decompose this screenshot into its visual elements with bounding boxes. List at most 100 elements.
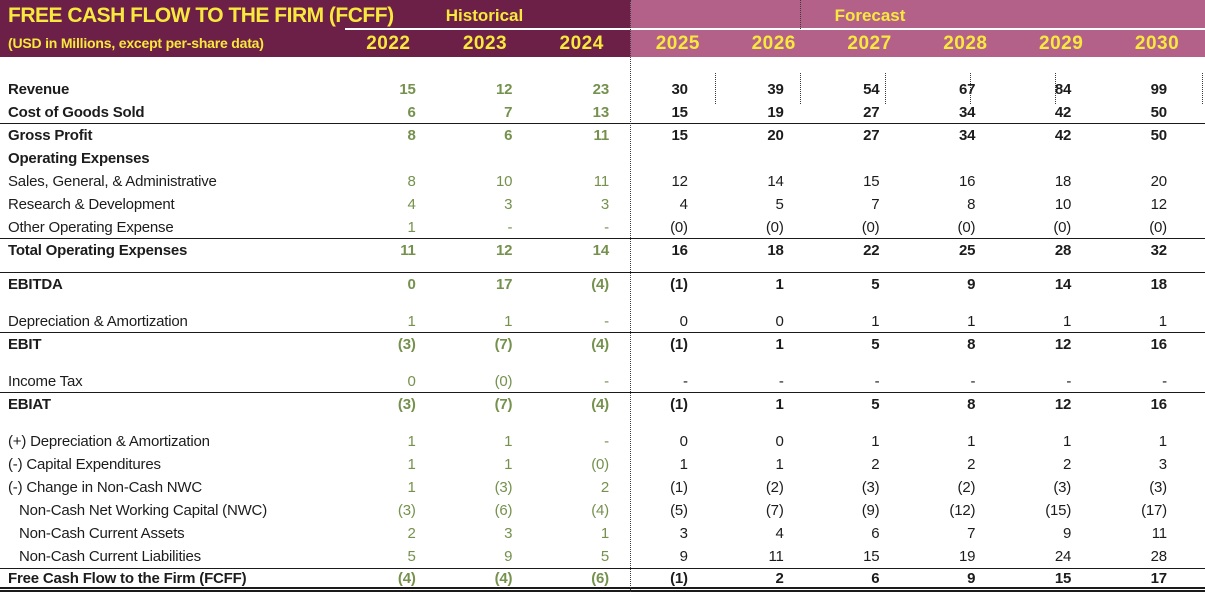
page-break-tick <box>800 73 801 104</box>
value-cell-2025: 30 <box>671 81 688 98</box>
value-cell-2028: - <box>970 372 976 390</box>
value-cell-2024: 13 <box>592 103 609 121</box>
row-non-cash-current-assets: Non-Cash Current Assets 2 3 1 3 4 6 7 9 11 <box>0 522 1205 545</box>
row-label: Total Operating Expenses <box>8 242 188 259</box>
row-label: Research & Development <box>8 196 175 213</box>
value-cell-2022: 8 <box>407 127 416 144</box>
row-depreciation-amortization: (+) Depreciation & Amortization 1 1 - 0 0 1 1 1 1 <box>0 430 1205 453</box>
value-cell-2030: 99 <box>1150 81 1167 98</box>
value-cell-2029: 84 <box>1054 81 1072 98</box>
value-cell-2025: 0 <box>679 312 688 330</box>
value-cell-2025: 15 <box>671 103 688 121</box>
row-label: EBIAT <box>8 396 51 413</box>
value-cell-2030: 32 <box>1150 242 1167 259</box>
value-cell-2027: 22 <box>863 242 880 259</box>
value-cell-2027: 5 <box>871 336 880 353</box>
value-cell-2023: 9 <box>504 548 513 565</box>
value-cell-2027: 5 <box>871 276 880 293</box>
value-cell-2027: 7 <box>871 196 880 213</box>
row-label: Sales, General, & Administrative <box>8 173 217 190</box>
value-cell-2022: 11 <box>400 242 416 259</box>
value-cell-2030: 12 <box>1150 196 1167 213</box>
value-cell-2025: 12 <box>671 173 688 190</box>
spacer-row <box>0 296 1205 310</box>
value-cell-2023: (3) <box>494 479 513 496</box>
value-cell-2029: 12 <box>1054 336 1072 353</box>
spacer-row <box>0 262 1205 273</box>
value-cell-2028: 1 <box>967 312 976 330</box>
value-cell-2027: 27 <box>863 103 880 121</box>
value-cell-2030: 20 <box>1150 173 1167 190</box>
value-cell-2022: 1 <box>407 479 416 496</box>
row-label: Income Tax <box>8 372 83 390</box>
value-cell-2025: 1 <box>679 456 688 473</box>
page-break-tick <box>800 0 801 29</box>
row-other-operating-expense: Other Operating Expense 1 - - (0) (0) (0) (0) (0… <box>0 216 1205 239</box>
value-cell-2026: 4 <box>775 525 784 542</box>
year-header-2029: 2029 <box>1039 33 1084 54</box>
value-cell-2030: 1 <box>1158 312 1167 330</box>
value-cell-2029: 42 <box>1054 127 1072 144</box>
value-cell-2024: (4) <box>591 502 609 519</box>
value-cell-2026: 1 <box>775 396 784 413</box>
row-ebit: EBIT (3) (7) (4) (1) 1 5 8 12 16 <box>0 333 1205 356</box>
value-cell-2025: 9 <box>679 548 688 565</box>
forecast-section-label: Forecast <box>834 6 906 25</box>
value-cell-2026: 0 <box>775 312 784 330</box>
value-cell-2029: 12 <box>1054 396 1072 413</box>
value-cell-2022: 1 <box>407 456 416 473</box>
value-cell-2024: 11 <box>593 127 610 144</box>
value-cell-2029: 1 <box>1062 312 1072 330</box>
value-cell-2024: 3 <box>600 196 609 213</box>
report-subtitle: (USD in Millions, except per-share data) <box>8 35 264 51</box>
value-cell-2028: (0) <box>957 218 976 236</box>
value-cell-2028: 25 <box>958 242 976 259</box>
value-cell-2028: 16 <box>958 173 976 190</box>
value-cell-2026: 14 <box>767 173 784 190</box>
value-cell-2028: 34 <box>958 127 976 144</box>
value-cell-2024: - <box>604 312 609 330</box>
value-cell-2023: 7 <box>504 103 513 121</box>
value-cell-2025: (1) <box>670 569 688 587</box>
row-research-development: Research & Development 4 3 3 4 5 7 8 10 12 <box>0 193 1205 216</box>
value-cell-2025: - <box>683 372 688 390</box>
value-cell-2023: 3 <box>504 525 513 542</box>
value-cell-2023: 17 <box>496 276 513 293</box>
value-cell-2024: 14 <box>592 242 609 259</box>
value-cell-2025: (0) <box>670 218 688 236</box>
value-cell-2024: - <box>604 218 609 236</box>
value-cell-2024: (6) <box>591 569 609 587</box>
row-non-cash-net-working-capital-nwc: Non-Cash Net Working Capital (NWC) (3) (6)… <box>0 499 1205 522</box>
value-cell-2030: 3 <box>1158 456 1167 473</box>
value-cell-2026: 5 <box>775 196 784 213</box>
row-label: Revenue <box>8 81 70 98</box>
value-cell-2030: 50 <box>1150 127 1167 144</box>
row-label: (-) Change in Non-Cash NWC <box>8 479 203 496</box>
row-label: Depreciation & Amortization <box>8 312 188 330</box>
value-cell-2030: (0) <box>1149 218 1167 236</box>
value-cell-2030: 28 <box>1150 548 1167 565</box>
value-cell-2027: 6 <box>871 569 880 587</box>
row-label: (+) Depreciation & Amortization <box>8 433 210 450</box>
value-cell-2024: 5 <box>600 548 609 565</box>
value-cell-2029: (15) <box>1045 502 1072 519</box>
page-break-tick <box>1055 73 1056 104</box>
value-cell-2028: 2 <box>967 456 976 473</box>
value-cell-2027: (9) <box>861 502 880 519</box>
row-ebiat: EBIAT (3) (7) (4) (1) 1 5 8 12 16 <box>0 393 1205 416</box>
value-cell-2028: 19 <box>958 548 976 565</box>
value-cell-2028: (2) <box>957 479 976 496</box>
value-cell-2026: 39 <box>767 81 784 98</box>
value-cell-2026: 11 <box>768 548 784 565</box>
value-cell-2028: 7 <box>967 525 976 542</box>
value-cell-2024: 23 <box>592 81 609 98</box>
value-cell-2022: 4 <box>407 196 416 213</box>
value-cell-2028: 8 <box>967 196 976 213</box>
value-cell-2024: 2 <box>600 479 609 496</box>
value-cell-2029: 18 <box>1054 173 1072 190</box>
value-cell-2022: 1 <box>407 433 416 450</box>
value-cell-2029: 1 <box>1062 433 1072 450</box>
row-income-tax: Income Tax 0 (0) - - - - - - - <box>0 370 1205 393</box>
value-cell-2029: (3) <box>1053 479 1072 496</box>
value-cell-2027: 2 <box>871 456 880 473</box>
